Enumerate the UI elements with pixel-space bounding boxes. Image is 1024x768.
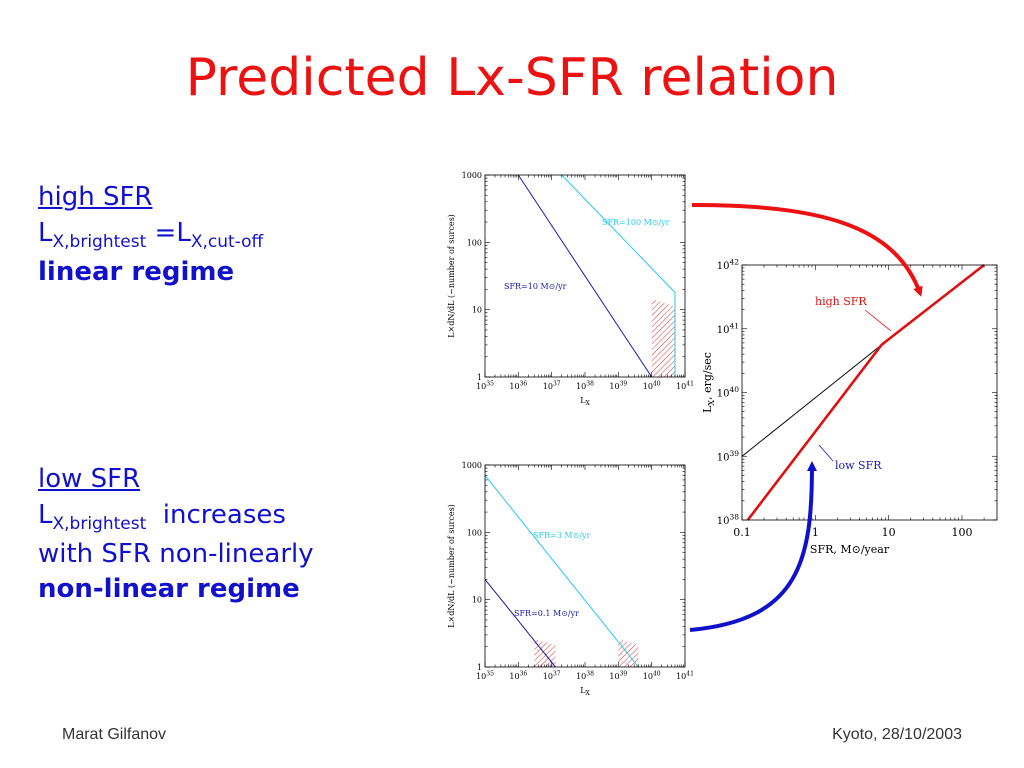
slide-title: Predicted Lx-SFR relation <box>185 48 839 108</box>
y-tick-label: 1 <box>477 663 482 672</box>
nonlinear-regime-label: non-linear regime <box>38 574 300 605</box>
low-sfr-block: low SFR LX,brightest increases with SFR … <box>38 462 314 608</box>
x-tick-label: 1037 <box>543 380 561 391</box>
high-sfr-equation: LX,brightest =LX,cut-off <box>38 216 263 255</box>
x-axis-label: LX <box>580 396 590 407</box>
shaded-region <box>651 298 675 377</box>
series-label-0: SFR=10 M⊙/yr <box>504 282 567 291</box>
high-sfr-annotation: high SFR <box>815 295 867 308</box>
low-sfr-heading: low SFR <box>38 464 141 494</box>
x-tick-label: 1039 <box>609 670 627 681</box>
low-sfr-annotation: low SFR <box>835 459 882 472</box>
x-axis-label: LX <box>580 686 590 697</box>
x-tick-label: 10 <box>882 526 896 539</box>
y-axis-label: L×dN/dL (~number of surces) <box>447 504 456 628</box>
low-sfr-equation: LX,brightest increases <box>38 498 314 537</box>
footer-date: Kyoto, 28/10/2003 <box>832 726 962 743</box>
high-sfr-block: high SFR LX,brightest =LX,cut-off linear… <box>38 180 263 290</box>
x-tick-label: 1036 <box>509 380 527 391</box>
top-luminosity-function-chart: 1035 1036 1037 1038 1039 1040 1041 1 10 100 1000 LX… <box>447 171 694 407</box>
series-line-1 <box>561 174 676 377</box>
series-line-0 <box>517 174 653 378</box>
y-tick-label: 1000 <box>462 171 482 180</box>
lx-symbol: L <box>38 499 53 530</box>
x-tick-label: 0.1 <box>733 526 751 539</box>
x-tick-label: 1038 <box>576 670 594 681</box>
series-label-0: SFR=0.1 M⊙/yr <box>514 609 579 618</box>
y-axis-label: L×dN/dL (~number of surces) <box>447 214 456 338</box>
series-label-1: SFR=100 M⊙/yr <box>602 218 670 227</box>
series-label-1: SFR=3 M⊙/yr <box>533 531 591 540</box>
low-sfr-pointer <box>818 444 834 462</box>
y-tick-label: 1 <box>477 373 482 382</box>
y-tick-label: 1000 <box>462 461 482 470</box>
cutoff-subscript: X,cut-off <box>190 232 264 253</box>
increases-text: increases <box>146 499 286 530</box>
x-tick-label: 1038 <box>576 380 594 391</box>
y-tick-label: 10 <box>472 306 482 315</box>
lx-subscript: X,brightest <box>52 232 147 253</box>
x-tick-label: 1041 <box>676 670 694 681</box>
y-tick-label: 100 <box>467 528 482 537</box>
x-tick-label: 1040 <box>643 380 661 391</box>
lx-subscript: X,brightest <box>52 514 147 535</box>
x-tick-label: 100 <box>952 526 973 539</box>
linear-regime-label: linear regime <box>38 256 235 287</box>
x-tick-label: 1035 <box>476 670 494 681</box>
series-line-1 <box>746 263 985 521</box>
high-sfr-pointer <box>864 309 892 332</box>
series-line-0 <box>484 579 556 668</box>
x-tick-label: 1040 <box>643 670 661 681</box>
x-tick-label: 1037 <box>543 670 561 681</box>
y-axis-label: LX, erg/sec <box>701 352 716 413</box>
series-line-0 <box>741 344 882 457</box>
x-tick-label: 1041 <box>676 380 694 391</box>
lx-symbol: L <box>38 217 53 248</box>
x-tick-label: 1039 <box>609 380 627 391</box>
y-tick-label: 10 <box>472 596 482 605</box>
x-tick-label: 1 <box>812 526 819 539</box>
low-sfr-arrow <box>689 461 817 632</box>
footer-author: Marat Gilfanov <box>62 726 167 743</box>
equals-lx: =L <box>146 217 191 248</box>
high-sfr-arrow <box>691 203 923 297</box>
x-axis-label: SFR, M⊙/year <box>810 543 890 556</box>
x-tick-label: 1035 <box>476 380 494 391</box>
series-line-1 <box>484 475 639 668</box>
x-tick-label: 1036 <box>509 670 527 681</box>
y-tick-label: 100 <box>467 238 482 247</box>
bottom-luminosity-function-chart: 1035 1036 1037 1038 1039 1040 1041 1 10 100 1000 LX… <box>447 461 694 697</box>
nonlinear-description: with SFR non-linearly <box>38 538 314 569</box>
high-sfr-heading: high SFR <box>38 182 153 212</box>
